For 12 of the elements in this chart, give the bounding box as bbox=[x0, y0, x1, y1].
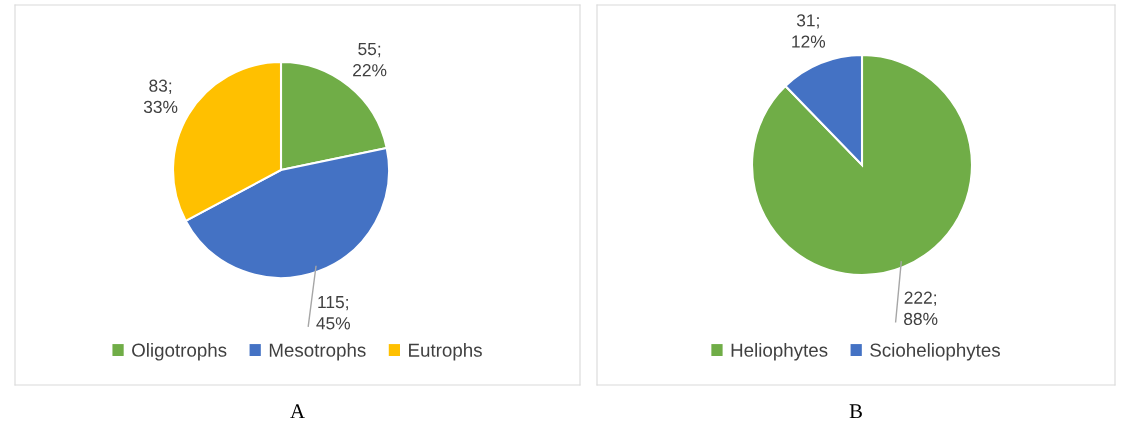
legend-label: Scioheliophytes bbox=[870, 343, 1000, 361]
data-label: 83; 33% bbox=[143, 79, 178, 114]
legend-label: Mesotrophs bbox=[269, 343, 366, 361]
legend-label: Heliophytes bbox=[731, 343, 828, 361]
legend-label: Eutrophs bbox=[409, 343, 482, 361]
data-label: 115; 45% bbox=[316, 296, 351, 330]
data-label: 55; 22% bbox=[353, 43, 387, 77]
legend-label: Oligotrophs bbox=[132, 343, 227, 361]
text: A bbox=[290, 404, 305, 419]
data-label: 31; 12% bbox=[792, 14, 826, 48]
data-label: 222; 88% bbox=[904, 291, 938, 326]
text: B bbox=[849, 404, 862, 419]
